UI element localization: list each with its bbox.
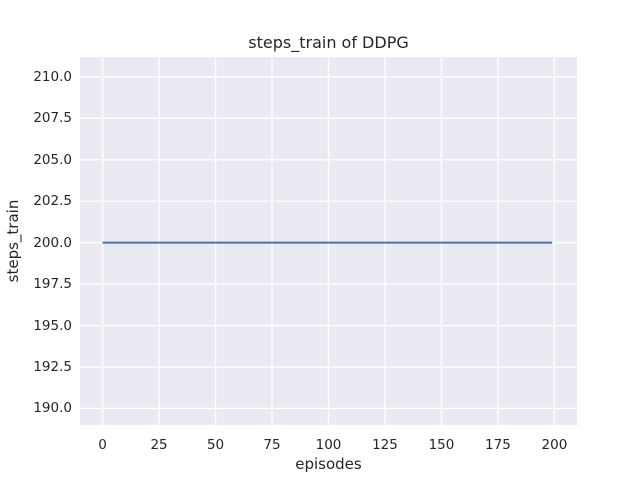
x-tick-label: 25: [150, 437, 168, 453]
x-axis-label: episodes: [295, 455, 362, 473]
y-tick-label: 195.0: [33, 317, 72, 334]
y-tick-label: 190.0: [33, 400, 72, 417]
x-tick-label: 75: [263, 437, 281, 453]
plot-area: [80, 57, 577, 425]
x-tick-label: 50: [206, 437, 225, 453]
x-tick-label: 175: [485, 437, 511, 453]
chart-title: steps_train of DDPG: [248, 33, 409, 52]
x-tick-label: 0: [98, 437, 107, 453]
y-tick-label: 205.0: [33, 151, 72, 168]
x-tick-label: 100: [315, 437, 342, 453]
y-tick-label: 210.0: [33, 68, 72, 85]
x-tick-label: 200: [541, 437, 568, 453]
plot-canvas: [80, 57, 577, 425]
x-tick-label: 125: [372, 437, 398, 453]
y-tick-label: 207.5: [33, 110, 72, 127]
y-tick-label: 192.5: [33, 358, 72, 375]
y-tick-label: 200.0: [33, 234, 72, 251]
y-tick-label: 202.5: [33, 193, 72, 210]
y-tick-label: 197.5: [33, 276, 72, 293]
x-tick-label: 150: [428, 437, 455, 453]
